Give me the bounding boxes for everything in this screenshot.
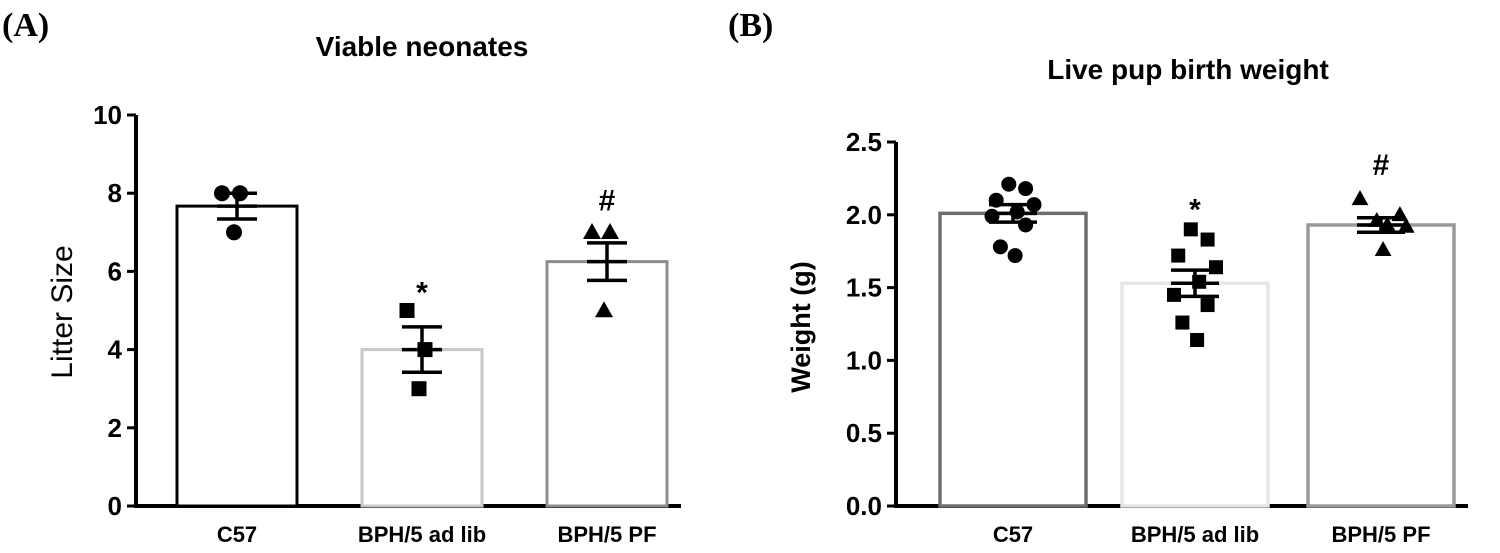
chart-b-category-label: C57 (993, 522, 1033, 547)
panel-label-a: (A) (2, 7, 49, 44)
chart-b-ytick-label: 0.5 (846, 418, 882, 448)
chart-b-point (1171, 248, 1186, 263)
chart-b-point (1374, 241, 1392, 257)
chart-a-significance-marker: # (599, 184, 616, 217)
chart-a-title: Viable neonates (316, 31, 529, 62)
chart-b-ytick-label: 1.0 (846, 345, 882, 375)
chart-a-ytick-label: 0 (108, 491, 122, 521)
chart-b-point (1018, 217, 1034, 233)
chart-a-bar (360, 348, 484, 508)
chart-b-point (1183, 222, 1198, 237)
chart-a-bar (175, 204, 299, 508)
chart-a-category-label: BPH/5 PF (557, 522, 656, 547)
chart-b-significance-marker: # (1373, 149, 1390, 182)
chart-b-ylabel: Weight (g) (786, 261, 816, 392)
chart-a-point (411, 381, 427, 397)
chart-b-title: Live pup birth weight (1047, 54, 1329, 85)
chart-b-point (1351, 190, 1369, 206)
chart-a-ytick-label: 8 (108, 178, 122, 208)
chart-a-bar (545, 260, 669, 508)
panel-label-b: (B) (728, 7, 773, 44)
chart-b-plot: 0.0 0.5 1.0 1.5 2.0 2.5 C57 BPH/5 ad lib * BPH/5 … (846, 127, 1468, 547)
chart-b-ytick-label: 1.5 (846, 273, 882, 303)
chart-b-point (1200, 232, 1215, 247)
chart-a-ytick-label: 10 (93, 100, 122, 130)
chart-b-ytick-label: 0.0 (846, 491, 882, 521)
chart-b-category-label: BPH/5 PF (1331, 522, 1430, 547)
chart-a-point (601, 223, 619, 240)
chart-b-point (992, 239, 1008, 255)
chart-b-ytick-label: 2.0 (846, 200, 882, 230)
chart-a-category-label: BPH/5 ad lib (358, 522, 486, 547)
chart-a-point (226, 224, 242, 241)
chart-b-point (1175, 315, 1190, 330)
chart-b-point (1209, 260, 1223, 275)
chart-a-ytick-label: 6 (108, 256, 122, 286)
chart-a-ytick-label: 4 (108, 335, 123, 365)
chart-b-point (1007, 248, 1023, 264)
chart-b-bar (1306, 223, 1456, 508)
chart-a-point (583, 223, 601, 240)
chart-a-point (595, 301, 613, 318)
chart-a-point (399, 303, 415, 318)
chart-b-ytick-label: 2.5 (846, 127, 882, 157)
chart-b-point (1001, 176, 1017, 192)
chart-b-point (1200, 298, 1215, 313)
chart-b-bar (1120, 281, 1270, 508)
chart-b-point (1190, 333, 1205, 348)
chart-a-ylabel: Litter Size (46, 245, 79, 378)
chart-a-category-label: C57 (217, 522, 257, 547)
chart-b-category-label: BPH/5 ad lib (1131, 522, 1259, 547)
chart-b-point (1018, 181, 1034, 197)
chart-b-significance-marker: * (1189, 193, 1201, 226)
chart-b-point (1397, 217, 1415, 233)
chart-a-plot: 0 2 4 6 8 10 C57 BPH/5 ad lib * BPH/5 PF # (93, 100, 681, 547)
chart-a-ytick-label: 2 (108, 413, 122, 443)
chart-a-significance-marker: * (416, 277, 428, 310)
